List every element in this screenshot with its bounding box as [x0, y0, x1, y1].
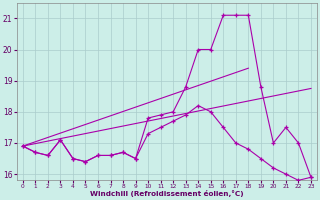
X-axis label: Windchill (Refroidissement éolien,°C): Windchill (Refroidissement éolien,°C) [90, 190, 244, 197]
